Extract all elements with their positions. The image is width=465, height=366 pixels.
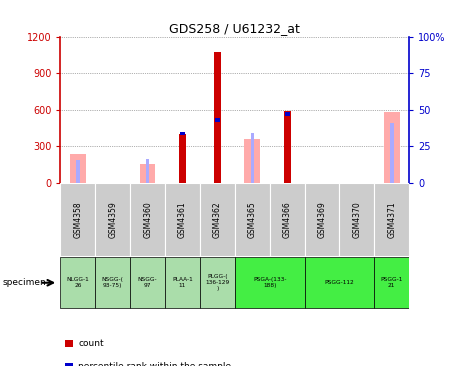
Text: PSGA-(133-
188): PSGA-(133- 188) [253,277,286,288]
Bar [130,257,165,308]
Bar [305,257,374,308]
Bar [384,112,399,183]
Text: GSM4358: GSM4358 [73,201,82,238]
Bar [165,257,200,308]
Text: GSM4369: GSM4369 [318,201,326,238]
Bar [270,183,305,256]
Bar [339,183,374,256]
Bar [179,134,186,183]
Text: GSM4365: GSM4365 [248,201,257,238]
Title: GDS258 / U61232_at: GDS258 / U61232_at [169,22,300,36]
Bar [235,257,305,308]
Bar [180,132,185,135]
Bar [245,139,260,183]
Bar [214,52,221,183]
Bar [130,183,165,256]
Bar [284,111,291,183]
Text: GSM4366: GSM4366 [283,201,292,238]
Bar [200,257,235,308]
Bar [60,183,95,256]
Bar [215,118,220,122]
Text: GSM4361: GSM4361 [178,201,187,238]
Bar [60,257,95,308]
Text: GSM4370: GSM4370 [352,201,361,238]
Bar [285,112,290,116]
Bar [305,183,339,256]
Text: GSM4362: GSM4362 [213,201,222,238]
Text: NLGG-1
26: NLGG-1 26 [66,277,89,288]
Text: NSGG-(
93-75): NSGG-( 93-75) [102,277,124,288]
Bar [140,164,155,183]
Text: GSM4360: GSM4360 [143,201,152,238]
Bar [374,183,409,256]
Bar [200,183,235,256]
Bar [251,133,254,183]
Text: PSGG-1
21: PSGG-1 21 [380,277,403,288]
Bar [165,183,200,256]
Bar [390,123,393,183]
Bar [374,257,409,308]
Text: PSGG-112: PSGG-112 [325,280,354,285]
Text: count: count [78,339,104,348]
Text: PLAA-1
11: PLAA-1 11 [172,277,193,288]
Text: GSM4371: GSM4371 [387,201,396,238]
Bar [76,160,80,183]
Bar [95,257,130,308]
Bar [95,183,130,256]
Text: GSM4359: GSM4359 [108,201,117,238]
Text: specimen: specimen [2,278,46,287]
Bar [146,158,149,183]
Text: PLGG-(
136-129
): PLGG-( 136-129 ) [205,274,230,291]
Bar [70,154,86,183]
Text: NSGG-
97: NSGG- 97 [138,277,158,288]
Text: percentile rank within the sample: percentile rank within the sample [78,362,231,366]
Bar [235,183,270,256]
